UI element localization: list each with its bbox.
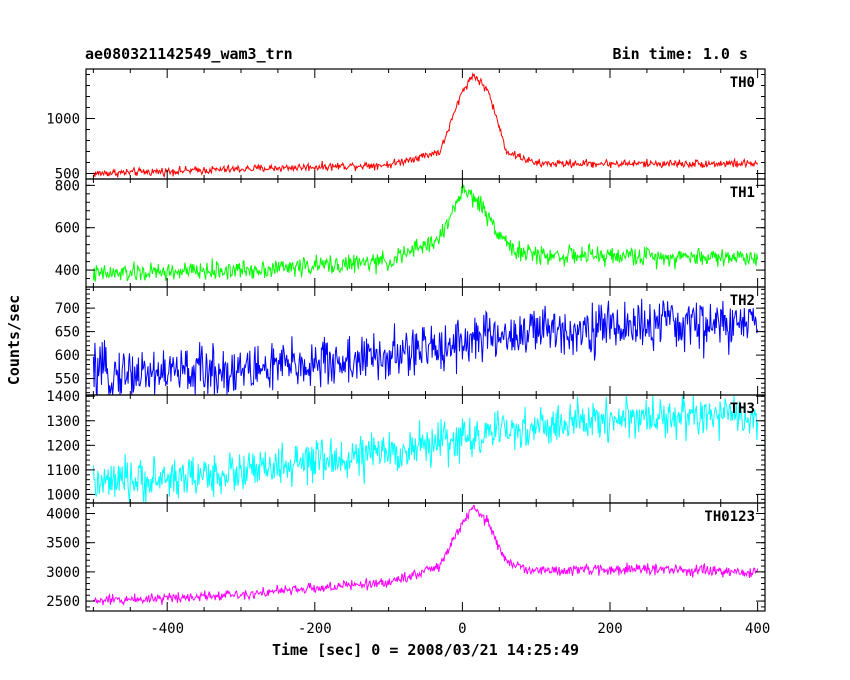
y-tick-label: 550 — [55, 372, 80, 388]
y-tick-label: 800 — [55, 178, 80, 194]
light-curve-th2 — [92, 298, 759, 397]
panel-label-th2: TH2 — [730, 293, 755, 309]
y-tick-label: 3000 — [46, 565, 80, 581]
x-tick-label: 0 — [458, 621, 466, 637]
y-tick-label: 2500 — [46, 594, 80, 610]
y-tick-label: 3500 — [46, 536, 80, 552]
panel-label-th0123: TH0123 — [704, 509, 755, 525]
x-tick-label: -400 — [150, 621, 184, 637]
y-tick-label: 1000 — [46, 112, 80, 128]
y-tick-label: 650 — [55, 325, 80, 341]
y-tick-label: 600 — [55, 348, 80, 364]
panel-label-th3: TH3 — [730, 401, 755, 417]
y-tick-label: 1400 — [46, 389, 80, 405]
light-curve-th0 — [93, 72, 759, 179]
x-tick-label: 400 — [745, 621, 770, 637]
y-axis-label: Counts/sec — [5, 295, 23, 385]
light-curve-th3 — [92, 394, 759, 504]
y-tick-label: 1100 — [46, 463, 80, 479]
y-tick-label: 1000 — [46, 487, 80, 503]
panel-label-th0: TH0 — [730, 75, 755, 91]
x-axis-label: Time [sec] 0 = 2008/03/21 14:25:49 — [272, 641, 579, 659]
chart-title-left: ae080321142549_wam3_trn — [85, 45, 293, 63]
y-tick-label: 1200 — [46, 438, 80, 454]
y-tick-label: 700 — [55, 301, 80, 317]
chart-title-right: Bin time: 1.0 s — [612, 45, 748, 63]
panel-label-th1: TH1 — [730, 185, 755, 201]
light-curve-th0123 — [93, 504, 759, 606]
y-tick-label: 1300 — [46, 414, 80, 430]
y-tick-label: 4000 — [46, 507, 80, 523]
y-tick-label: 500 — [55, 167, 80, 183]
light-curve-th1 — [92, 184, 759, 282]
y-tick-label: 400 — [55, 263, 80, 279]
y-tick-label: 600 — [55, 221, 80, 237]
x-tick-label: -200 — [298, 621, 332, 637]
x-tick-label: 200 — [597, 621, 622, 637]
